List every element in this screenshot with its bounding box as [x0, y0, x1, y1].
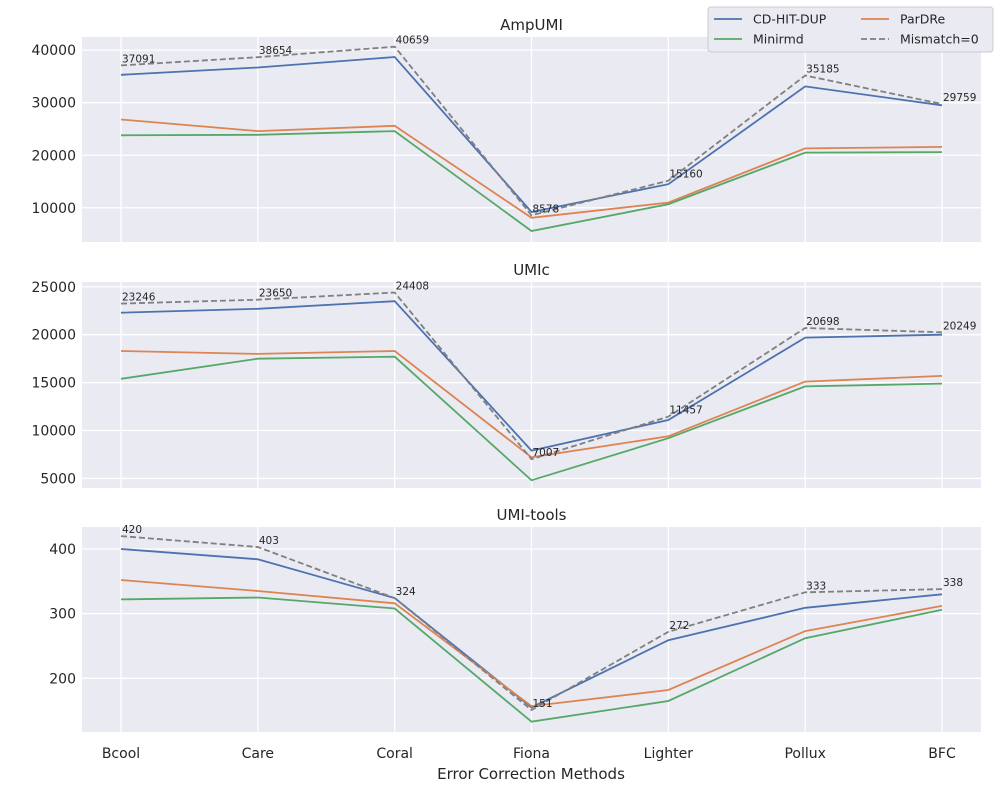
data-label: 403	[259, 535, 279, 547]
chart-panels: 10000 20000 30000 40000 AmpUMI 37091 38654 4065…	[31, 16, 981, 732]
panel-ampumi: 10000 20000 30000 40000 AmpUMI 37091 38654 4065…	[31, 16, 981, 242]
series-line-cd-hit-dup	[120, 56, 943, 213]
y-tick-label: 20000	[31, 328, 76, 344]
y-tick-label: 15000	[31, 376, 76, 392]
series-line-pardre	[120, 579, 943, 708]
series-line-mismatch-0	[120, 45, 943, 217]
panel-umic: 5000 10000 15000 20000 25000 UMIc 23246 23650 24…	[31, 261, 981, 488]
y-tick-label: 40000	[31, 43, 76, 59]
x-tick-label: BFC	[928, 746, 956, 762]
data-label: 23650	[259, 288, 292, 300]
x-tick-label: Pollux	[784, 746, 825, 762]
panel-title: AmpUMI	[500, 16, 563, 34]
y-tick-label: 10000	[31, 424, 76, 440]
data-label: 333	[806, 580, 826, 592]
series-line-cd-hit-dup	[120, 548, 943, 709]
y-tick-label: 300	[49, 607, 76, 623]
data-label: 20698	[806, 316, 839, 328]
data-label: 20249	[943, 320, 976, 332]
data-label: 35185	[806, 63, 839, 75]
panel-title: UMIc	[513, 261, 550, 279]
x-tick-label: Fiona	[513, 746, 550, 762]
legend-entry: CD-HIT-DUP	[753, 12, 827, 27]
data-label: 324	[396, 586, 416, 598]
series-line-mismatch-0	[120, 291, 943, 461]
x-tick-label: Lighter	[644, 746, 694, 762]
data-label: 272	[669, 620, 689, 632]
data-label: 151	[533, 698, 553, 710]
legend-entry: ParDRe	[900, 12, 946, 27]
data-label: 38654	[259, 45, 293, 57]
series-line-pardre	[120, 118, 943, 219]
y-tick-label: 25000	[31, 280, 76, 296]
x-axis-label: Error Correction Methods	[437, 765, 625, 783]
series-line-mismatch-0	[120, 535, 943, 712]
x-tick-labels: Bcool Care Coral Fiona Lighter Pollux BFC	[102, 746, 956, 762]
x-tick-label: Care	[242, 746, 274, 762]
data-label: 23246	[122, 292, 156, 304]
series-line-minirmd	[120, 130, 943, 232]
series-line-cd-hit-dup	[120, 300, 943, 452]
data-label: 11457	[669, 405, 702, 417]
legend-entry: Mismatch=0	[900, 32, 979, 47]
y-tick-label: 200	[49, 671, 76, 687]
data-label: 420	[122, 524, 142, 536]
x-tick-label: Coral	[376, 746, 413, 762]
data-label: 8578	[533, 203, 560, 215]
y-tick-label: 400	[49, 542, 76, 558]
y-tick-label: 20000	[31, 148, 76, 164]
data-label: 37091	[122, 53, 155, 65]
series-line-minirmd	[120, 596, 943, 723]
data-label: 24408	[396, 280, 429, 292]
data-label: 7007	[533, 447, 560, 459]
data-label: 40659	[396, 35, 429, 47]
data-label: 338	[943, 577, 963, 589]
x-tick-label: Bcool	[102, 746, 140, 762]
data-label: 15160	[669, 169, 702, 181]
series-line-minirmd	[120, 355, 943, 482]
legend-frame	[707, 6, 994, 53]
series-line-pardre	[120, 350, 943, 459]
legend: CD-HIT-DUP ParDRe Minirmd Mismatch=0	[707, 6, 994, 53]
data-label: 29759	[943, 92, 976, 104]
y-tick-label: 10000	[31, 201, 76, 217]
legend-entry: Minirmd	[753, 32, 804, 47]
panel-umi-tools: 200 300 400 UMI-tools 420 403 324 151 272 333 338	[49, 506, 981, 732]
y-tick-label: 5000	[40, 471, 76, 487]
y-tick-label: 30000	[31, 96, 76, 112]
panel-title: UMI-tools	[497, 506, 567, 524]
